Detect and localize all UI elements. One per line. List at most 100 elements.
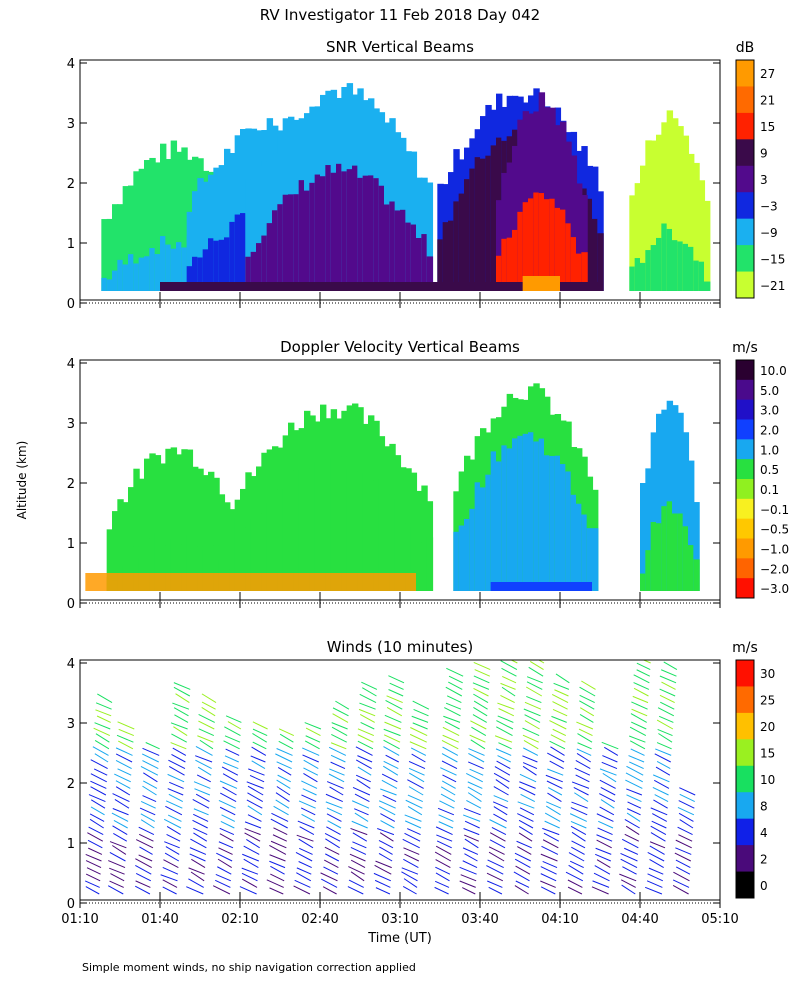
wind-barb <box>468 753 485 763</box>
wind-barb <box>302 754 319 763</box>
echo-core <box>650 522 658 591</box>
wind-barb <box>446 695 462 704</box>
doppler-unit-label: m/s <box>732 340 758 356</box>
wind-barb <box>661 669 677 677</box>
wind-barb <box>373 872 392 882</box>
wind-barb <box>215 879 231 888</box>
echo-column <box>117 499 124 591</box>
echo-core <box>202 249 210 291</box>
wind-barb <box>462 814 481 822</box>
wind-barb <box>474 669 490 677</box>
echo-core <box>378 185 386 291</box>
echo-core <box>128 254 135 291</box>
echo-core <box>293 194 300 291</box>
wind-barb <box>625 772 643 783</box>
wind-barb <box>544 812 561 822</box>
wind-barb <box>473 675 490 684</box>
echo-core <box>448 220 455 291</box>
wind-barb <box>627 801 642 809</box>
wind-barb <box>464 820 480 829</box>
wind-barb <box>383 760 399 770</box>
echo-column <box>560 121 567 291</box>
echo-column <box>170 447 178 591</box>
wind-barb <box>675 839 692 849</box>
echo-column <box>176 454 183 591</box>
wind-barb <box>174 714 189 723</box>
doppler-x-axis <box>79 592 721 608</box>
wind-barb <box>410 727 428 737</box>
wind-barb <box>140 800 156 809</box>
wind-barb <box>222 786 237 796</box>
echo-core <box>661 506 668 591</box>
wind-barb <box>407 794 423 803</box>
y-tick-label: 3 <box>67 417 75 432</box>
wind-barb <box>195 759 212 770</box>
wind-barb <box>540 866 557 875</box>
wind-barb <box>244 832 261 842</box>
wind-barb <box>513 871 530 882</box>
wind-barb <box>518 819 534 829</box>
wind-barb <box>328 746 347 756</box>
wind-barb <box>165 800 183 809</box>
echo-core <box>464 179 471 291</box>
wind-barb <box>167 814 182 822</box>
wind-barb <box>647 851 665 862</box>
colorbar-swatch <box>736 360 754 381</box>
wind-barb <box>675 859 691 869</box>
snr-panel-title: SNR Vertical Beams <box>326 38 474 56</box>
wind-barb <box>523 739 539 750</box>
echo-core <box>688 545 695 591</box>
wind-barb <box>462 847 479 855</box>
wind-barb <box>435 866 451 875</box>
wind-barb <box>620 852 638 862</box>
wind-barb <box>355 746 373 756</box>
echo-core <box>560 464 567 591</box>
wind-barb <box>626 812 641 822</box>
colorbar-label: 2.0 <box>760 423 779 437</box>
colorbar-label: 4 <box>760 826 768 840</box>
echo-core <box>490 145 498 291</box>
wind-barb <box>526 695 542 704</box>
wind-barb <box>303 772 318 783</box>
wind-barb <box>305 727 321 737</box>
echo-core <box>346 169 354 291</box>
echo-column <box>405 151 412 291</box>
wind-barb <box>650 807 668 816</box>
wind-barb <box>571 831 586 842</box>
wind-barb <box>631 701 648 710</box>
colorbar-label: −21 <box>760 279 785 293</box>
wind-barb <box>278 728 295 737</box>
echo-column <box>672 405 679 591</box>
x-tick-label: 05:10 <box>701 912 738 927</box>
echo-core <box>704 281 711 291</box>
wind-barb <box>86 867 101 875</box>
wind-barb <box>250 755 266 763</box>
wind-barb <box>522 755 538 763</box>
wind-barb <box>473 693 489 704</box>
colorbar-label: 8 <box>760 799 768 813</box>
wind-barb <box>407 779 424 789</box>
wind-barb <box>403 858 419 869</box>
echo-core <box>426 256 434 291</box>
wind-barb <box>198 720 215 730</box>
wind-barb <box>385 754 399 763</box>
echo-column <box>165 159 172 291</box>
wind-barb <box>140 819 155 829</box>
wind-barb <box>276 786 291 796</box>
wind-barb <box>358 708 376 717</box>
wind-barb <box>303 759 319 770</box>
echo-core <box>389 494 396 591</box>
echo-core <box>688 246 695 291</box>
wind-barb <box>679 793 695 803</box>
echo-column <box>517 119 524 292</box>
wind-barb <box>359 702 376 710</box>
wind-barb <box>436 840 452 849</box>
wind-barb <box>467 781 483 789</box>
echo-core <box>400 509 407 591</box>
wind-barb <box>650 832 666 842</box>
wind-barb <box>496 760 511 770</box>
echo-core <box>458 193 466 291</box>
echo-column <box>688 153 695 291</box>
echo-core <box>666 228 674 291</box>
echo-core <box>250 518 258 591</box>
